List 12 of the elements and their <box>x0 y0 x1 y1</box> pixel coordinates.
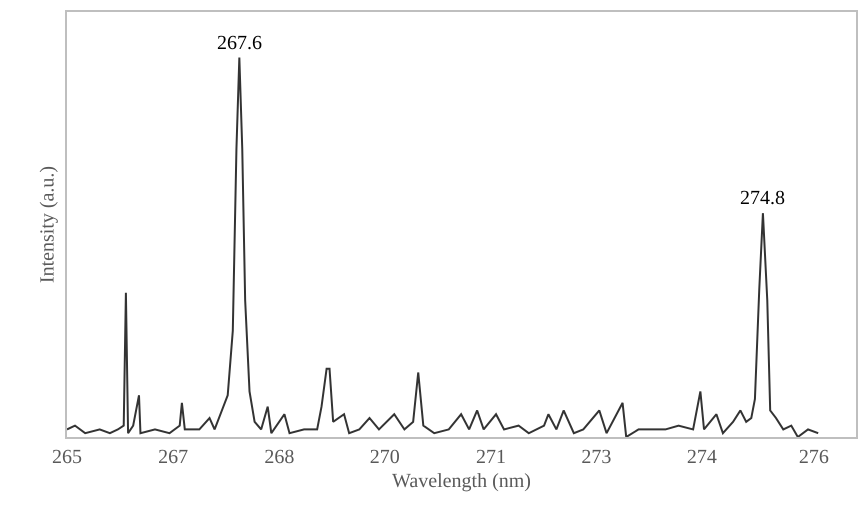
x-tick-label: 273 <box>581 446 612 468</box>
x-axis-title: Wavelength (nm) <box>392 470 531 492</box>
annotation: 274.8 <box>740 187 785 209</box>
x-tick-label: 271 <box>476 446 506 468</box>
x-tick-label: 265 <box>52 446 82 468</box>
x-tick-label: 276 <box>798 446 829 468</box>
x-tick-label: 267 <box>158 446 188 468</box>
annotation: 267.6 <box>217 32 262 54</box>
x-tick-label: 274 <box>686 446 717 468</box>
y-axis-title: Intensity (a.u.) <box>36 166 58 284</box>
x-tick-label: 268 <box>264 446 294 468</box>
x-tick-label: 270 <box>370 446 400 468</box>
